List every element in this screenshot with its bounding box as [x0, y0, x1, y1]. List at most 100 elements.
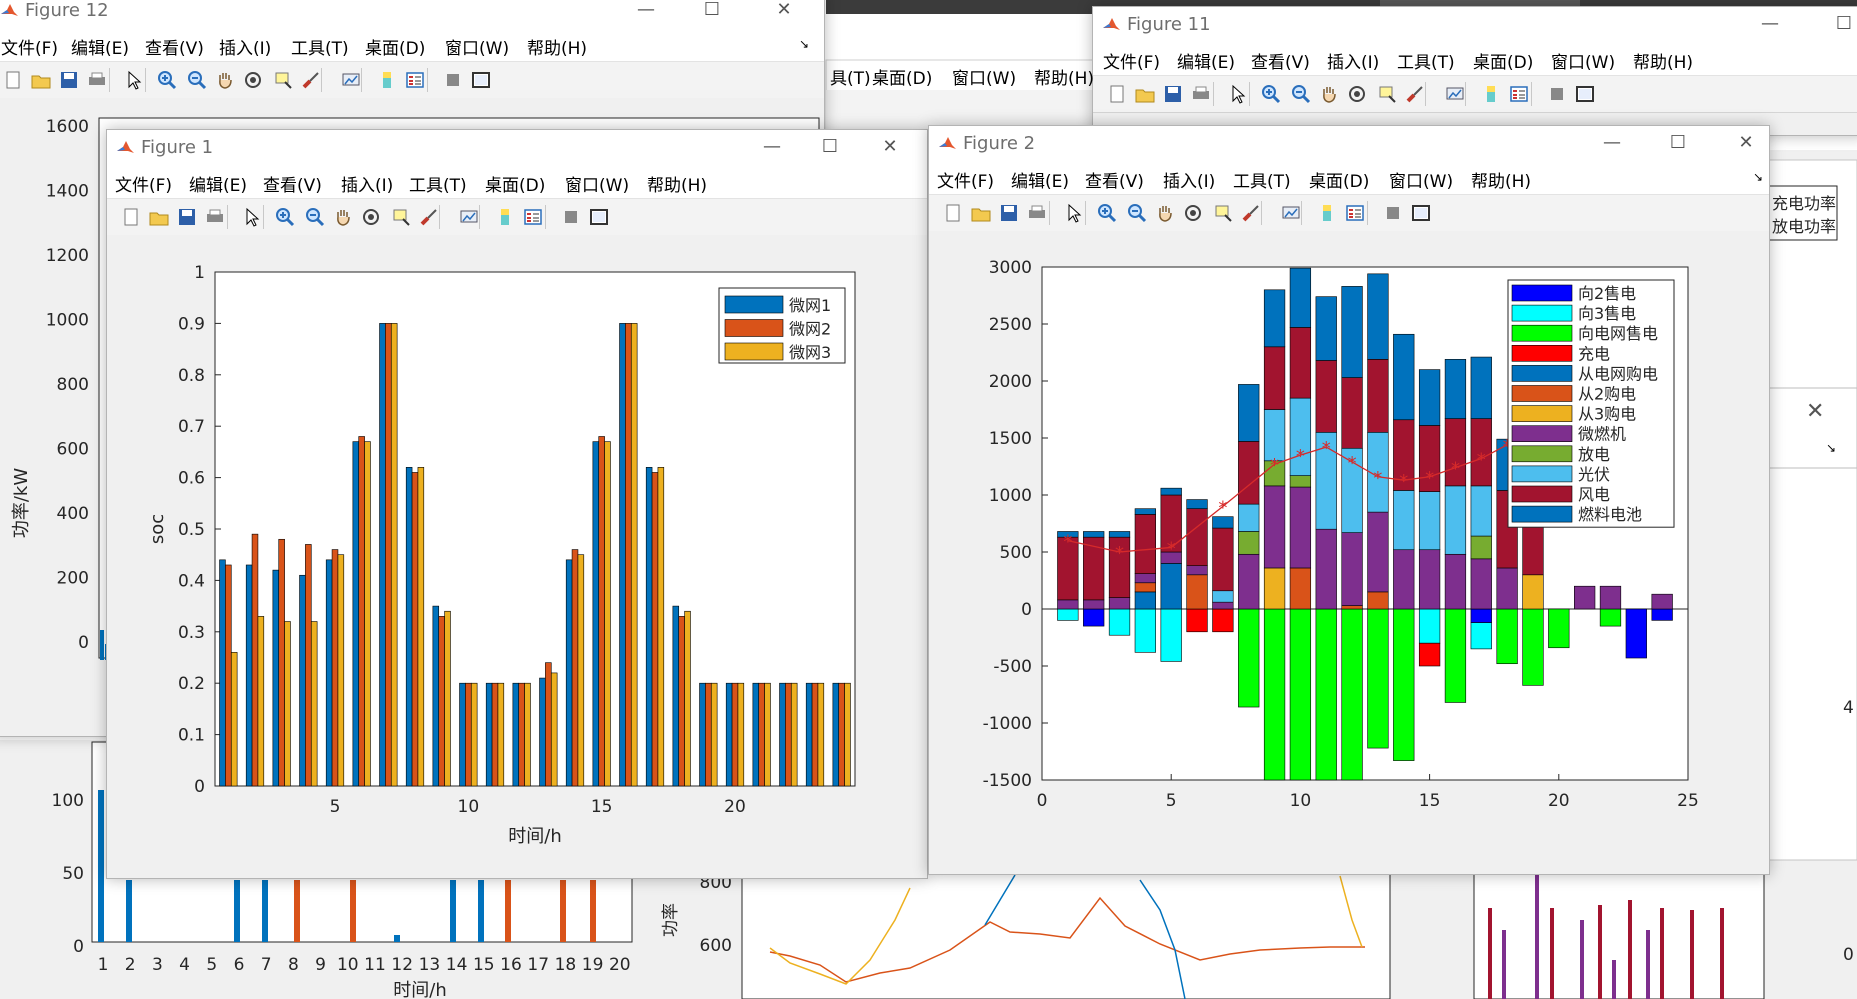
menu-edit[interactable]: 编辑(E) [1177, 53, 1236, 73]
pointer-icon[interactable] [1227, 84, 1247, 104]
new-file-icon[interactable] [943, 203, 963, 223]
pan-hand-icon[interactable] [333, 207, 353, 227]
rotate-icon[interactable] [1183, 203, 1203, 223]
colorbar-icon[interactable] [377, 70, 397, 90]
new-file-icon[interactable] [3, 70, 23, 90]
figure12-minimize-button[interactable]: — [637, 0, 655, 20]
legend-icon[interactable] [1509, 84, 1529, 104]
hide-plot-tools-icon[interactable] [1383, 203, 1403, 223]
menu-desktop-partial[interactable]: 桌面(D) [872, 69, 933, 89]
new-file-icon[interactable] [1107, 84, 1127, 104]
figure1-minimize-button[interactable]: — [763, 136, 781, 157]
menu-help[interactable]: 帮助(H) [1633, 53, 1694, 73]
menu-view[interactable]: 查看(V) [1251, 53, 1310, 73]
figure11-minimize-button[interactable]: — [1761, 13, 1779, 34]
data-cursor-icon[interactable] [1213, 203, 1233, 223]
menu-edit[interactable]: 编辑(E) [71, 39, 130, 59]
menu-window-partial[interactable]: 窗口(W) [952, 69, 1017, 89]
figure11-maximize-button[interactable]: ☐ [1835, 13, 1853, 34]
figure12-maximize-button[interactable]: ☐ [703, 0, 721, 20]
colorbar-icon[interactable] [1481, 84, 1501, 104]
rotate-icon[interactable] [1347, 84, 1367, 104]
show-plot-tools-icon[interactable] [1575, 84, 1595, 104]
menu-view[interactable]: 查看(V) [1085, 172, 1144, 192]
menu-insert[interactable]: 插入(I) [1163, 172, 1216, 192]
figure2-close-button[interactable]: ✕ [1738, 132, 1754, 153]
menu-file[interactable]: 文件(F) [115, 176, 173, 196]
menu-desktop[interactable]: 桌面(D) [1309, 172, 1370, 192]
print-icon[interactable] [1027, 203, 1047, 223]
figure1-maximize-button[interactable]: ☐ [821, 136, 839, 157]
save-icon[interactable] [177, 207, 197, 227]
zoom-out-icon[interactable] [305, 207, 325, 227]
pointer-icon[interactable] [241, 207, 261, 227]
menu-tools[interactable]: 工具(T) [291, 39, 349, 59]
show-plot-tools-icon[interactable] [589, 207, 609, 227]
legend-icon[interactable] [405, 70, 425, 90]
zoom-out-icon[interactable] [187, 70, 207, 90]
show-plot-tools-icon[interactable] [1411, 203, 1431, 223]
menu-window[interactable]: 窗口(W) [565, 176, 630, 196]
menu-tools[interactable]: 工具(T) [1397, 53, 1455, 73]
zoom-out-icon[interactable] [1127, 203, 1147, 223]
menu-window[interactable]: 窗口(W) [1389, 172, 1454, 192]
menu-edit[interactable]: 编辑(E) [189, 176, 248, 196]
hide-plot-tools-icon[interactable] [443, 70, 463, 90]
menu-tools[interactable]: 工具(T) [1233, 172, 1291, 192]
data-cursor-icon[interactable] [273, 70, 293, 90]
zoom-out-icon[interactable] [1291, 84, 1311, 104]
menu-file[interactable]: 文件(F) [1103, 53, 1161, 73]
dock-arrow-icon[interactable]: ↘ [1753, 170, 1764, 184]
colorbar-icon[interactable] [1317, 203, 1337, 223]
save-icon[interactable] [999, 203, 1019, 223]
menu-file[interactable]: 文件(F) [937, 172, 995, 192]
link-plot-icon[interactable] [1445, 84, 1465, 104]
menu-tools[interactable]: 工具(T) [409, 176, 467, 196]
save-icon[interactable] [59, 70, 79, 90]
colorbar-icon[interactable] [495, 207, 515, 227]
menu-desktop[interactable]: 桌面(D) [485, 176, 546, 196]
zoom-in-icon[interactable] [1097, 203, 1117, 223]
dialog-close-icon[interactable]: ✕ [1806, 399, 1824, 424]
pan-hand-icon[interactable] [1319, 84, 1339, 104]
print-icon[interactable] [87, 70, 107, 90]
zoom-in-icon[interactable] [1261, 84, 1281, 104]
brush-icon[interactable] [1241, 203, 1261, 223]
data-cursor-icon[interactable] [1377, 84, 1397, 104]
menu-tools-partial[interactable]: 具(T) [830, 69, 871, 89]
menu-help-partial[interactable]: 帮助(H) [1034, 69, 1095, 89]
figure1-close-button[interactable]: ✕ [882, 136, 898, 157]
data-cursor-icon[interactable] [391, 207, 411, 227]
menu-edit[interactable]: 编辑(E) [1011, 172, 1070, 192]
menu-window[interactable]: 窗口(W) [1551, 53, 1616, 73]
menu-window[interactable]: 窗口(W) [445, 39, 510, 59]
figure2-minimize-button[interactable]: — [1603, 132, 1621, 153]
menu-file[interactable]: 文件(F) [1, 39, 59, 59]
menu-insert[interactable]: 插入(I) [1327, 53, 1380, 73]
pan-hand-icon[interactable] [1155, 203, 1175, 223]
open-folder-icon[interactable] [149, 207, 169, 227]
dialog-expand-icon[interactable]: ↘ [1826, 441, 1836, 455]
figure12-close-button[interactable]: ✕ [776, 0, 792, 20]
link-plot-icon[interactable] [341, 70, 361, 90]
link-plot-icon[interactable] [1281, 203, 1301, 223]
menu-help[interactable]: 帮助(H) [527, 39, 588, 59]
open-folder-icon[interactable] [1135, 84, 1155, 104]
menu-insert[interactable]: 插入(I) [341, 176, 394, 196]
open-folder-icon[interactable] [31, 70, 51, 90]
pointer-icon[interactable] [123, 70, 143, 90]
menu-desktop[interactable]: 桌面(D) [1473, 53, 1534, 73]
show-plot-tools-icon[interactable] [471, 70, 491, 90]
legend-icon[interactable] [523, 207, 543, 227]
menu-view[interactable]: 查看(V) [145, 39, 204, 59]
legend-icon[interactable] [1345, 203, 1365, 223]
menu-view[interactable]: 查看(V) [263, 176, 322, 196]
zoom-in-icon[interactable] [275, 207, 295, 227]
hide-plot-tools-icon[interactable] [561, 207, 581, 227]
print-icon[interactable] [1191, 84, 1211, 104]
menu-insert[interactable]: 插入(I) [219, 39, 272, 59]
new-file-icon[interactable] [121, 207, 141, 227]
menu-help[interactable]: 帮助(H) [647, 176, 708, 196]
save-icon[interactable] [1163, 84, 1183, 104]
pointer-icon[interactable] [1063, 203, 1083, 223]
